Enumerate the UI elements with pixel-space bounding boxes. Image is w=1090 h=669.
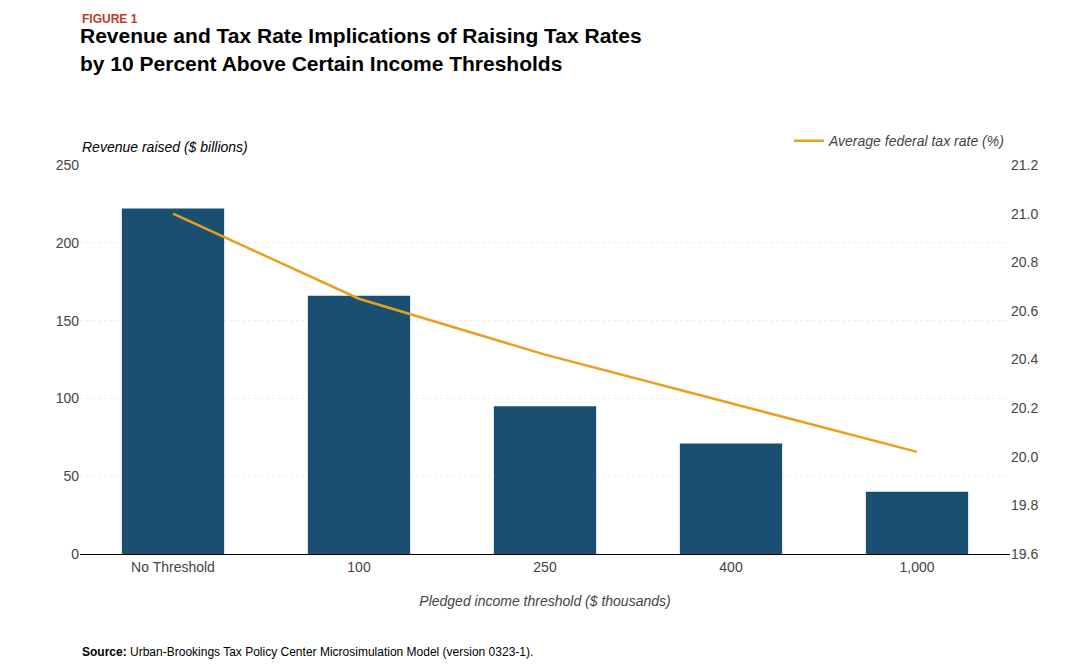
svg-text:1,000: 1,000 [899,559,934,575]
svg-text:Pledged income threshold ($ th: Pledged income threshold ($ thousands) [419,593,670,609]
svg-text:Revenue raised ($ billions): Revenue raised ($ billions) [82,139,248,155]
svg-text:Source: Urban-Brookings Tax Po: Source: Urban-Brookings Tax Policy Cente… [82,645,533,659]
svg-text:19.8: 19.8 [1011,497,1038,513]
svg-text:100: 100 [347,559,371,575]
svg-text:20.4: 20.4 [1011,351,1038,367]
svg-text:50: 50 [63,468,79,484]
svg-text:Revenue and Tax Rate Implicati: Revenue and Tax Rate Implications of Rai… [80,24,642,74]
svg-text:20.2: 20.2 [1011,400,1038,416]
svg-text:200: 200 [56,235,80,251]
svg-text:21.0: 21.0 [1011,206,1038,222]
svg-text:400: 400 [719,559,743,575]
svg-text:No Threshold: No Threshold [131,559,215,575]
svg-text:250: 250 [56,157,80,173]
svg-text:19.6: 19.6 [1011,546,1038,562]
svg-text:250: 250 [533,559,557,575]
svg-text:100: 100 [56,390,80,406]
svg-text:20.0: 20.0 [1011,449,1038,465]
svg-text:150: 150 [56,313,80,329]
svg-text:20.6: 20.6 [1011,303,1038,319]
svg-text:FIGURE 1: FIGURE 1 [82,12,138,26]
svg-text:20.8: 20.8 [1011,254,1038,270]
svg-text:Average federal tax rate (%): Average federal tax rate (%) [828,133,1004,149]
svg-text:21.2: 21.2 [1011,157,1038,173]
svg-text:0: 0 [71,546,79,562]
